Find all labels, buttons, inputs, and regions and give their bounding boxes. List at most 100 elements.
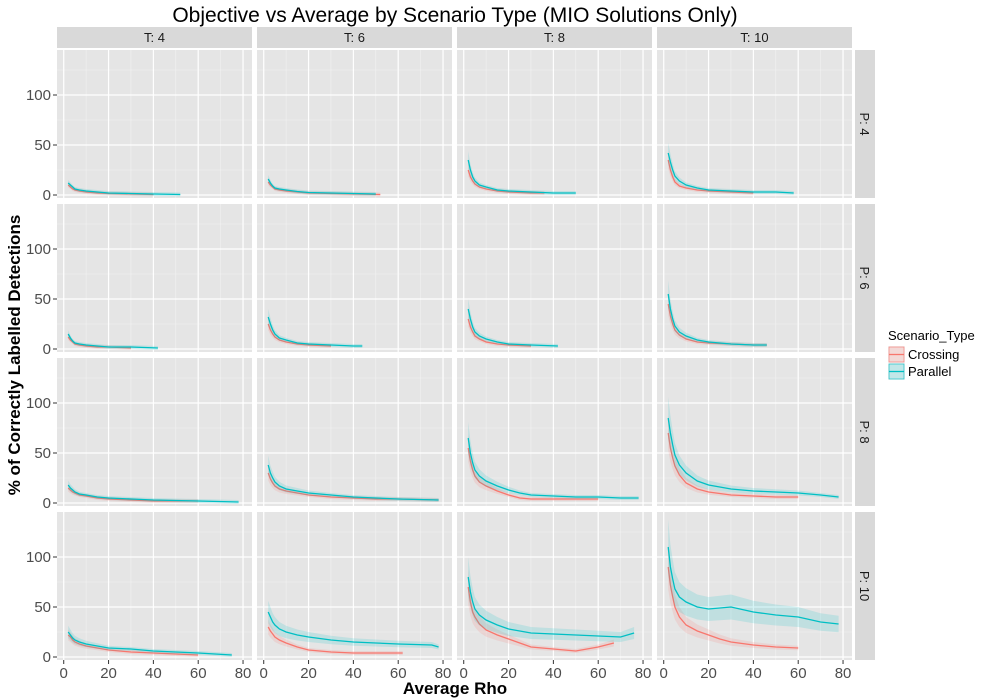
y-tick-label: 50 [34, 599, 51, 616]
legend: Scenario_Type Crossing Parallel [888, 328, 975, 380]
panel-p4-t10 [657, 50, 852, 198]
series-line-crossing [267, 323, 332, 347]
ribbon-parallel [68, 625, 232, 657]
panel-background [657, 512, 852, 660]
ribbon-crossing [468, 569, 614, 653]
strip-row-0: P: 4 [855, 50, 875, 198]
series-line-crossing [67, 634, 199, 656]
panel-background [257, 512, 452, 660]
ribbon-crossing [268, 465, 439, 502]
x-tick-label: 40 [345, 665, 362, 682]
panel-p4-t6 [257, 50, 452, 198]
series-line-parallel [667, 546, 839, 625]
y-tick-label: 0 [43, 495, 51, 512]
series-line-parallel [667, 152, 794, 194]
x-tick-label: 60 [790, 665, 807, 682]
series-line-parallel [67, 333, 158, 349]
y-tick-label: 50 [34, 291, 51, 308]
series-line-parallel [267, 178, 376, 195]
ribbon-crossing [468, 311, 531, 348]
x-tick-label: 40 [745, 665, 762, 682]
strip-background [657, 27, 852, 48]
strip-row-3: P: 10 [855, 512, 875, 660]
y-tick-label: 50 [34, 445, 51, 462]
legend-label: Parallel [908, 364, 951, 379]
strip-background [257, 27, 452, 48]
strip-row-2: P: 8 [855, 358, 875, 506]
x-tick-label: 80 [435, 665, 452, 682]
strip-label: T: 8 [544, 30, 565, 45]
series-line-parallel [267, 316, 363, 347]
panel-p10-t6 [257, 512, 452, 660]
series-line-crossing [467, 318, 532, 347]
panel-p6-t6 [257, 204, 452, 352]
series-line-parallel [667, 417, 839, 498]
panel-p6-t4 [57, 204, 252, 352]
x-tick-label: 60 [390, 665, 407, 682]
chart-title: Objective vs Average by Scenario Type (M… [172, 4, 737, 27]
plot-panels [57, 50, 852, 660]
y-axis-title: % of Correctly Labelled Detections [5, 215, 24, 496]
x-tick-label: 20 [100, 665, 117, 682]
x-tick-label: 60 [190, 665, 207, 682]
strip-col-1: T: 6 [257, 27, 452, 48]
panel-p8-t6 [257, 358, 452, 506]
x-tick-label: 20 [500, 665, 517, 682]
x-tick-label: 0 [60, 665, 68, 682]
panel-background [257, 358, 452, 506]
panel-p10-t10 [657, 512, 852, 660]
strip-label: T: 6 [344, 30, 365, 45]
panel-background [457, 358, 652, 506]
panel-p8-t10 [657, 358, 852, 506]
panel-background [657, 204, 852, 352]
strip-background [855, 358, 875, 506]
strip-label: T: 10 [740, 30, 768, 45]
series-line-crossing [467, 586, 615, 652]
x-tick-label: 80 [835, 665, 852, 682]
x-axis: 0 20 40 60 80 0 20 40 60 80 0 20 40 60 80 0 20 40 60 80 [60, 660, 852, 682]
ribbon-crossing [268, 317, 331, 348]
x-tick-label: 80 [235, 665, 252, 682]
y-tick-label: 100 [26, 395, 51, 412]
x-tick-label: 60 [590, 665, 607, 682]
strip-background [57, 27, 252, 48]
y-tick-label: 50 [34, 137, 51, 154]
panel-p6-t8 [457, 204, 652, 352]
series-line-parallel [67, 484, 239, 503]
strip-label: P: 8 [857, 420, 872, 443]
strip-background [855, 50, 875, 198]
series-line-parallel [467, 308, 558, 347]
strip-col-0: T: 4 [57, 27, 252, 48]
legend-entry-parallel: Parallel [888, 363, 951, 380]
y-tick-label: 0 [43, 649, 51, 666]
series-line-crossing [467, 447, 599, 500]
x-tick-label: 0 [260, 665, 268, 682]
panel-background [57, 358, 252, 506]
legend-entry-crossing: Crossing [888, 346, 959, 363]
strip-label: T: 4 [144, 30, 165, 45]
y-axis: 0 50 100 0 50 100 0 50 100 0 50 100 [26, 87, 57, 666]
series-line-parallel [467, 437, 639, 499]
ribbon-crossing [68, 629, 199, 657]
facet-strips: T: 4 T: 6 T: 8 T: 10 P: 4 P: 6 P: 8 P: 10 [57, 27, 875, 660]
panel-background [657, 358, 852, 506]
x-tick-label: 20 [700, 665, 717, 682]
series-line-parallel [467, 159, 576, 194]
x-tick-label: 40 [545, 665, 562, 682]
series-line-crossing [667, 432, 799, 498]
series-line-crossing [67, 487, 199, 502]
ribbon-parallel [468, 557, 635, 642]
panel-background [657, 50, 852, 198]
panel-p8-t8 [457, 358, 652, 506]
series-line-crossing [467, 169, 545, 194]
x-tick-label: 20 [300, 665, 317, 682]
panel-p8-t4 [57, 358, 252, 506]
panel-background [57, 204, 252, 352]
strip-background [855, 204, 875, 352]
panel-background [457, 50, 652, 198]
strip-label: P: 10 [857, 571, 872, 601]
ribbon-parallel [668, 519, 839, 633]
x-tick-label: 40 [145, 665, 162, 682]
x-tick-label: 80 [635, 665, 652, 682]
